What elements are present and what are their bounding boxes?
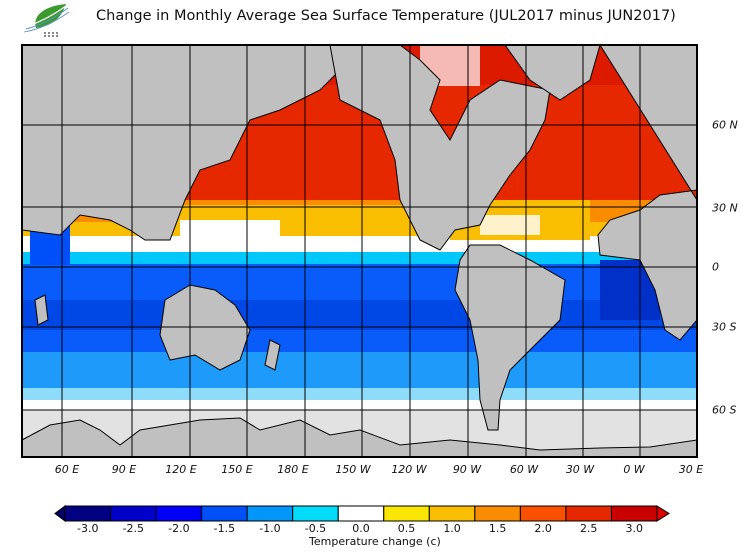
colorbar-segment bbox=[64, 505, 112, 522]
ocean-south-mid bbox=[22, 300, 697, 330]
colorbar-tick-label: 1.5 bbox=[488, 522, 507, 535]
madagascar bbox=[34, 294, 49, 326]
colorbar-segment bbox=[474, 505, 521, 522]
lon-label: 0 W bbox=[623, 463, 645, 476]
colorbar-segment bbox=[110, 505, 157, 522]
lon-label: 120 E bbox=[165, 463, 197, 476]
colorbar-under-arrow bbox=[54, 505, 66, 522]
colorbar-segment bbox=[383, 505, 430, 522]
colorbar-segment bbox=[246, 505, 294, 522]
colorbar-title: Temperature change (c) bbox=[309, 535, 441, 548]
colorbar-over-arrow bbox=[656, 505, 670, 522]
lon-label: 60 E bbox=[54, 463, 80, 476]
colorbar-segment bbox=[201, 505, 248, 522]
colorbar-tick-label: -0.5 bbox=[304, 522, 327, 535]
colorbar-tick-label: 2.0 bbox=[534, 522, 552, 535]
lat-label: 30 N bbox=[712, 201, 738, 215]
lon-label: 90 W bbox=[452, 463, 482, 476]
colorbar-tick-label: -1.5 bbox=[213, 522, 236, 535]
lat-label: 60 S bbox=[712, 403, 737, 417]
colorbar-segment bbox=[565, 505, 612, 522]
new-zealand bbox=[264, 339, 281, 371]
lon-label: 150 W bbox=[335, 463, 371, 476]
ocean-equator-white bbox=[22, 236, 697, 254]
colorbar-tick-label: 0.5 bbox=[397, 522, 416, 535]
colorbar-tick-label: 1.0 bbox=[443, 522, 461, 535]
lat-label: 30 S bbox=[712, 320, 737, 334]
ocean-equator-cyan bbox=[22, 252, 697, 266]
colorbar-tick-label: 0.0 bbox=[352, 522, 370, 535]
colorbar-tick-label: -3.0 bbox=[77, 522, 99, 535]
lon-label: 90 E bbox=[111, 463, 137, 476]
ocean-south-light bbox=[22, 352, 697, 392]
map-frame bbox=[21, 44, 698, 458]
colorbar-tick-label: 2.5 bbox=[579, 522, 598, 535]
graticule bbox=[22, 45, 697, 457]
lat-label: 0 bbox=[712, 260, 719, 274]
colorbar-segment bbox=[337, 505, 385, 522]
colorbar-segment bbox=[519, 505, 567, 522]
lat-label: 60 N bbox=[712, 118, 738, 132]
sst-map bbox=[21, 44, 698, 458]
lon-label: 150 E bbox=[221, 463, 253, 476]
colorbar bbox=[54, 505, 670, 522]
colorbar-tick-label: -2.5 bbox=[122, 522, 145, 535]
lon-label: 180 E bbox=[277, 463, 309, 476]
colorbar-segment bbox=[428, 505, 476, 522]
lon-label: 30 W bbox=[565, 463, 595, 476]
lon-label: 60 W bbox=[509, 463, 539, 476]
lon-label: 30 E bbox=[678, 463, 704, 476]
colorbar-tick-label: -1.0 bbox=[259, 522, 281, 535]
antarctica bbox=[22, 417, 697, 457]
colorbar-tick-label: -2.0 bbox=[168, 522, 190, 535]
lon-label: 120 W bbox=[391, 463, 427, 476]
chart-title: Change in Monthly Average Sea Surface Te… bbox=[96, 8, 676, 24]
colorbar-tick-label: 3.0 bbox=[625, 522, 643, 535]
colorbar-segment bbox=[610, 505, 658, 522]
leaf-logo-icon bbox=[23, 4, 70, 37]
colorbar-segment bbox=[292, 505, 339, 522]
south-america bbox=[454, 244, 566, 431]
eurasia bbox=[22, 45, 351, 241]
north-america bbox=[329, 45, 551, 251]
colorbar-segment bbox=[155, 505, 203, 522]
